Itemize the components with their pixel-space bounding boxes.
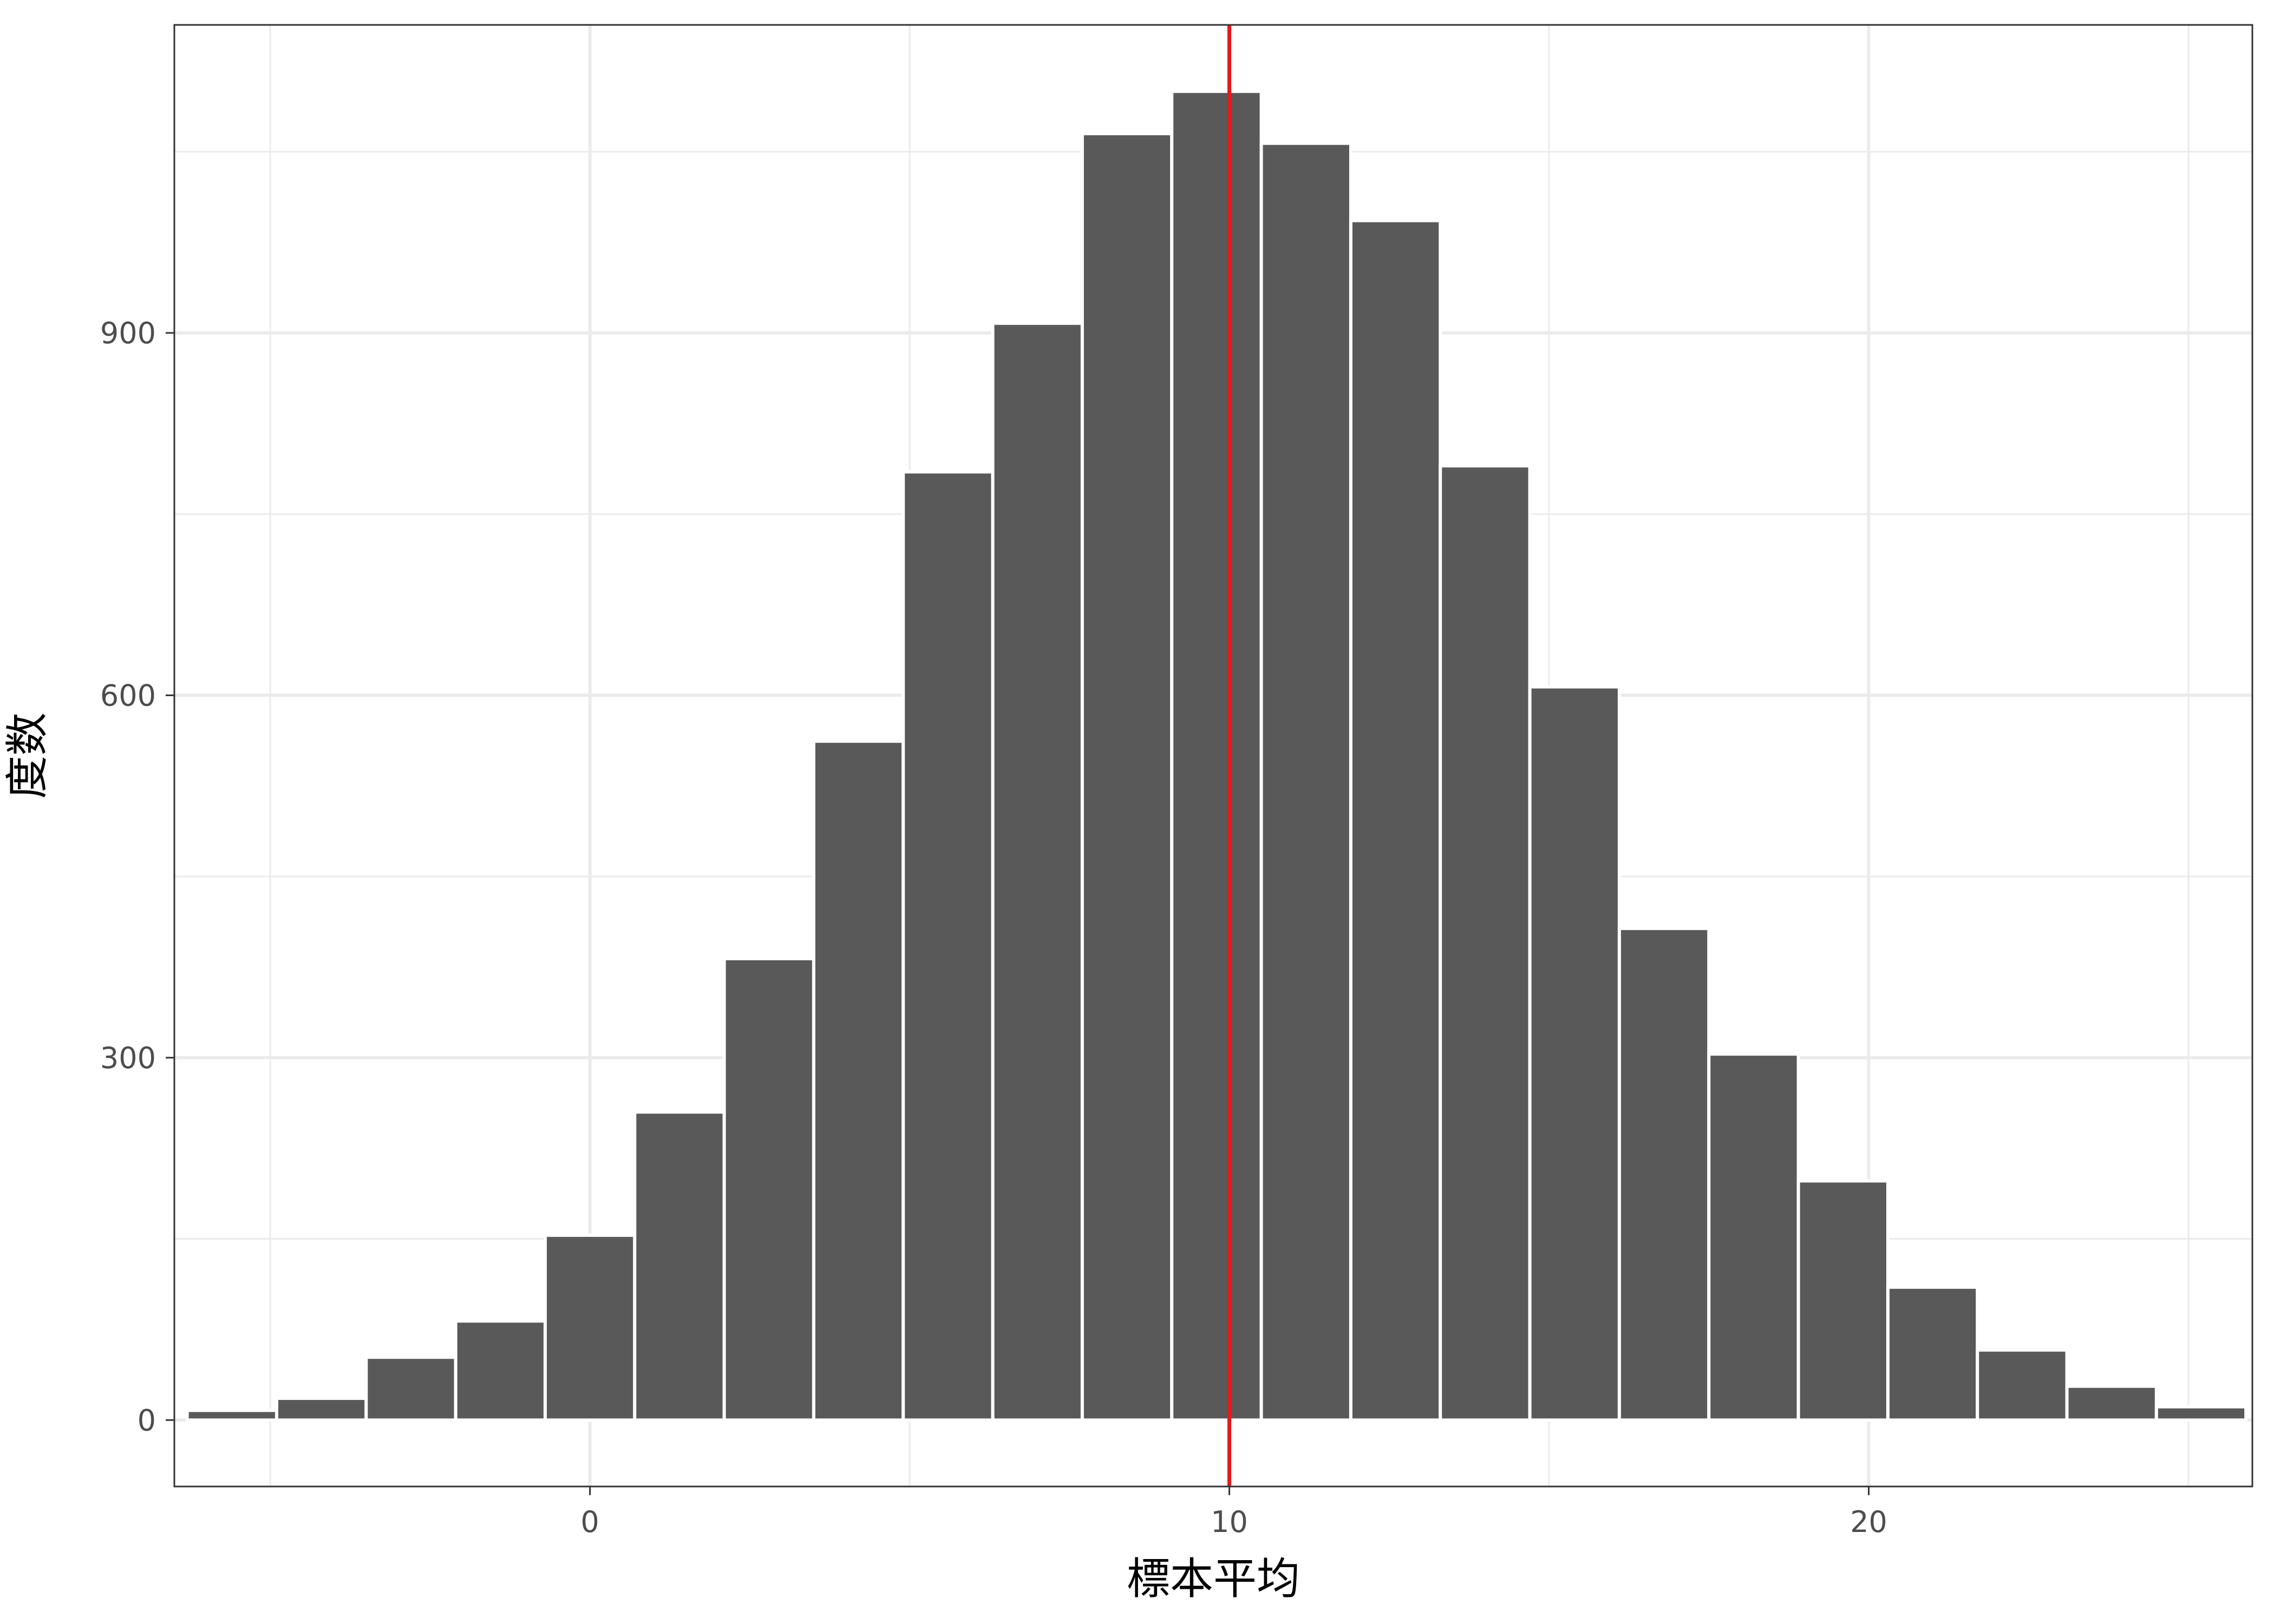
histogram-bar: [1349, 219, 1442, 1422]
histogram-bar: [1617, 927, 1711, 1422]
y-tick-label: 600: [100, 678, 156, 712]
histogram-bar: [185, 1409, 278, 1422]
histogram-bar: [1976, 1348, 2069, 1422]
y-tick-label: 0: [138, 1403, 156, 1437]
histogram-bar: [1707, 1052, 1800, 1422]
y-axis: 0 300 600 900: [100, 316, 174, 1437]
x-tick-label: 20: [1850, 1505, 1887, 1539]
histogram-bar: [991, 322, 1084, 1422]
histogram-bar: [1259, 141, 1352, 1422]
panel-border: [173, 24, 2253, 1488]
y-tick-label: 300: [100, 1041, 156, 1075]
histogram-bar: [454, 1319, 547, 1422]
histogram-bar: [1796, 1179, 1890, 1422]
histogram-bar: [2154, 1405, 2248, 1422]
histogram-bar: [1886, 1285, 1979, 1422]
x-tick-label: 10: [1211, 1505, 1248, 1539]
histogram-bar: [1439, 464, 1532, 1422]
histogram-bar: [1080, 132, 1174, 1422]
histogram-bar: [1170, 89, 1263, 1422]
histogram-bar: [633, 1110, 726, 1422]
x-axis: 0 10 20: [580, 1487, 1887, 1539]
x-tick-label: 0: [580, 1505, 599, 1539]
histogram-bar: [364, 1355, 458, 1422]
x-axis-title: 標本平均: [1127, 1554, 1300, 1604]
histogram-bar: [1528, 685, 1621, 1422]
histogram-bar: [812, 739, 905, 1422]
y-tick-label: 900: [100, 316, 156, 350]
histogram-bar: [722, 957, 815, 1422]
histogram-bar: [275, 1397, 368, 1422]
histogram-bars: [185, 89, 2248, 1422]
histogram-bar: [2065, 1384, 2158, 1422]
y-axis-title: 度数: [2, 712, 53, 799]
histogram-bar: [543, 1233, 637, 1422]
histogram-bar: [901, 470, 995, 1422]
